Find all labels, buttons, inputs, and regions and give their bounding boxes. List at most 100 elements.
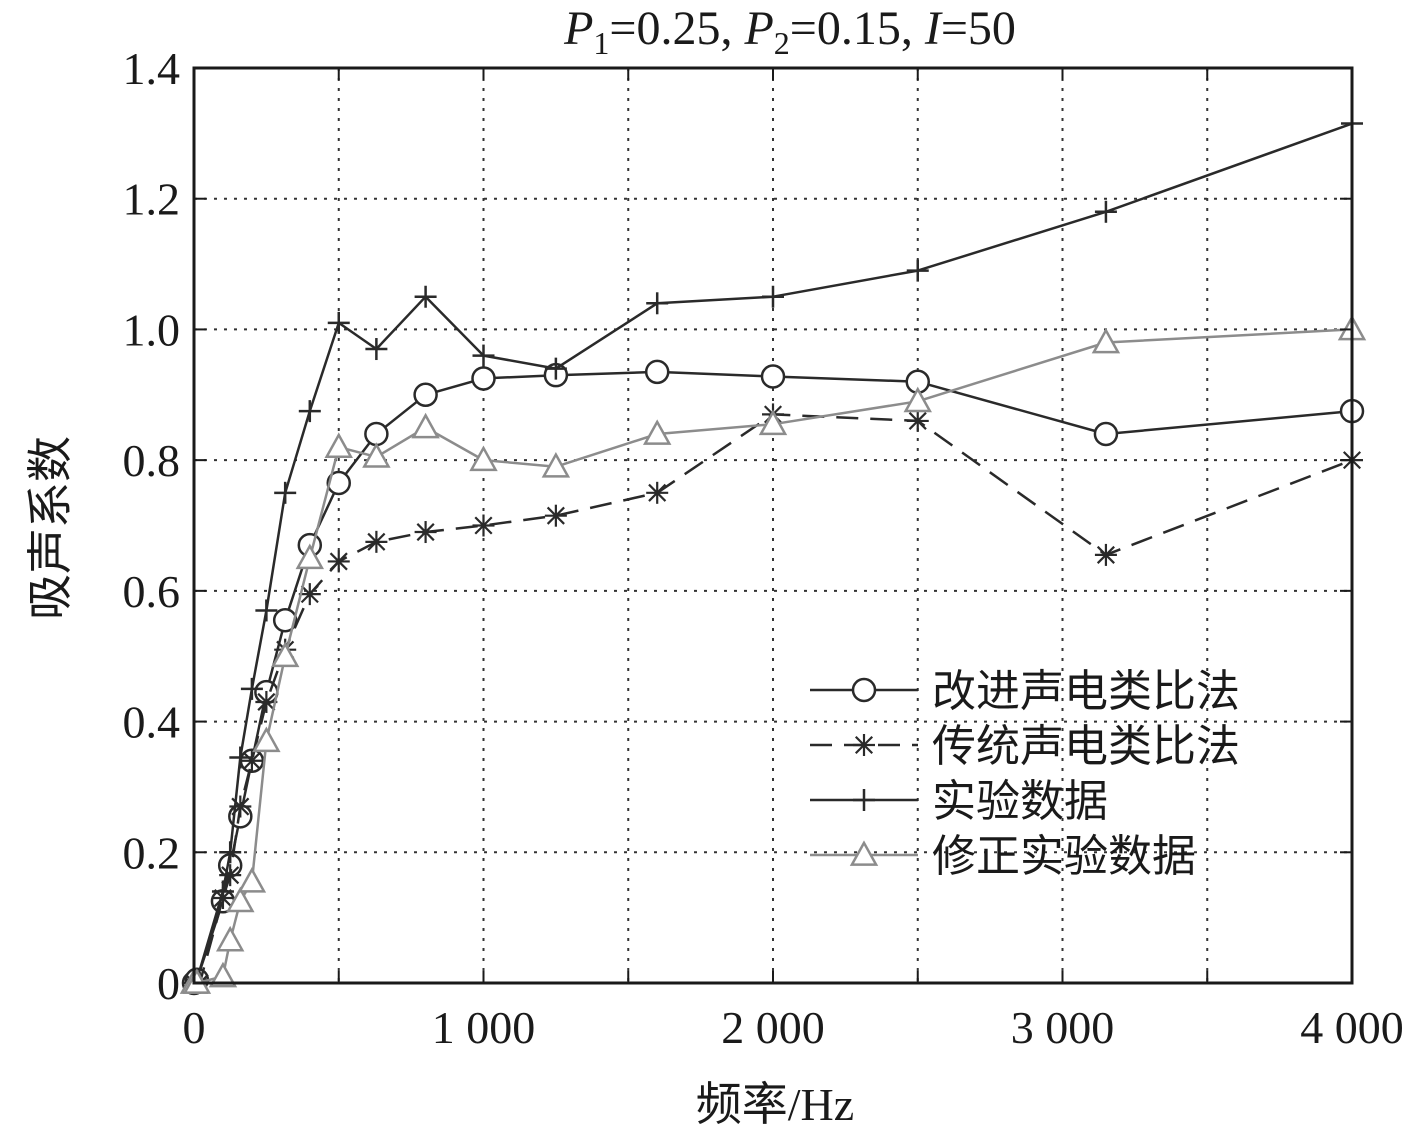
title-p2-value: =0.15,	[790, 2, 925, 55]
legend-label: 传统声电类比法	[932, 721, 1240, 772]
star-marker	[1094, 543, 1117, 566]
plus-marker	[327, 311, 350, 334]
triangle-marker	[362, 442, 391, 468]
x-tick-label: 2 000	[721, 1002, 825, 1053]
star-marker	[365, 530, 388, 553]
triangle-marker	[208, 961, 238, 988]
y-tick-label: 0	[157, 958, 180, 1009]
star-marker	[544, 504, 567, 527]
x-tick-label: 0	[183, 1002, 206, 1053]
star-marker-d2	[242, 751, 261, 770]
title-p2-symbol: P	[743, 2, 773, 55]
triangle-marker	[295, 543, 325, 570]
legend-entry-circle: 改进声电类比法	[810, 666, 1240, 717]
star-marker	[853, 734, 875, 756]
title-p1-symbol: P	[563, 2, 593, 55]
plus-marker	[274, 481, 297, 504]
circle-marker	[1093, 421, 1119, 447]
star-marker-d2	[474, 516, 493, 535]
plus-marker	[853, 789, 875, 811]
plus-marker	[646, 292, 669, 315]
y-tick-label: 0.6	[123, 566, 181, 617]
plus-marker	[219, 841, 242, 864]
star-marker-d2	[908, 411, 927, 430]
plus-marker	[211, 880, 234, 903]
triangle-marker	[270, 641, 300, 668]
star-marker	[229, 795, 252, 818]
y-tick-label: 1.4	[123, 43, 181, 94]
triangle-marker	[252, 726, 281, 753]
triangle-marker	[469, 445, 498, 472]
y-tick-label: 1.0	[123, 304, 181, 355]
circle-marker	[471, 366, 496, 391]
plus-marker	[414, 285, 437, 308]
star-marker	[255, 690, 278, 713]
title-p2-subscript: 2	[774, 25, 790, 61]
plus-marker	[240, 677, 263, 700]
plus-marker	[472, 344, 495, 367]
triangle-marker	[215, 925, 245, 952]
circle-marker	[644, 359, 670, 385]
triangle-marker	[324, 432, 353, 459]
plot-series	[179, 112, 1367, 996]
star-marker-d2	[1096, 545, 1115, 564]
plus-marker	[298, 400, 321, 423]
star-marker-d2	[300, 585, 319, 604]
series-triangle	[179, 314, 1367, 994]
grid	[194, 68, 1352, 983]
legend-entry-triangle: 修正实验数据	[810, 831, 1196, 882]
title-i-value: =50	[941, 2, 1016, 55]
plus-marker	[906, 259, 929, 282]
triangle-marker	[1091, 327, 1121, 354]
y-tick-label: 1.2	[123, 174, 181, 225]
plus-marker	[1094, 200, 1117, 223]
legend-label: 改进声电类比法	[932, 666, 1240, 717]
star-marker	[327, 550, 350, 573]
star-marker	[906, 409, 929, 432]
star-marker	[472, 514, 495, 537]
y-axis-label: 吸声系数	[25, 436, 76, 620]
circle-marker	[364, 421, 389, 447]
legend-label: 修正实验数据	[932, 831, 1196, 882]
circle-marker	[272, 608, 298, 633]
triangle-marker	[541, 452, 571, 478]
circle-marker	[413, 382, 438, 408]
star-marker	[240, 749, 263, 772]
plus-marker	[365, 338, 388, 361]
title-i-symbol: I	[924, 2, 943, 55]
star-marker-d2	[367, 532, 386, 551]
star-marker	[298, 583, 321, 606]
x-tick-label: 3 000	[1011, 1002, 1115, 1053]
legend-label: 实验数据	[932, 776, 1108, 827]
star-marker-d2	[329, 552, 348, 571]
title-p1-value: =0.25,	[609, 2, 744, 55]
chart-title: P1=0.25, P2=0.15, I=50	[563, 2, 1016, 61]
x-tick-label: 1 000	[432, 1002, 536, 1053]
triangle-marker	[411, 412, 440, 439]
x-axis-label: 频率/Hz	[696, 1079, 854, 1130]
title-p1-subscript: 1	[593, 25, 609, 61]
circle-marker	[760, 364, 786, 389]
star-marker	[646, 481, 669, 504]
y-tick-label: 0.4	[123, 697, 181, 748]
legend-entry-star: 传统声电类比法	[810, 721, 1240, 772]
circle-marker	[326, 470, 351, 496]
star-marker-d2	[546, 506, 565, 525]
plus-marker	[229, 746, 252, 769]
triangle-marker	[903, 386, 932, 413]
plus-marker	[762, 285, 784, 308]
plus-marker	[544, 357, 567, 380]
triangle-marker	[642, 419, 672, 445]
axes	[192, 66, 1354, 985]
plus-marker	[255, 599, 278, 622]
legend-entry-plus: 实验数据	[810, 776, 1108, 827]
star-marker	[414, 521, 437, 544]
triangle-marker	[849, 840, 879, 866]
tick-labels: 0 1 000 2 000 3 000 4 000 0 0.2 0.4 0.6 0.8 1.0 1.2…	[123, 43, 1404, 1053]
triangle-marker	[237, 867, 267, 893]
triangle-marker	[226, 886, 255, 913]
star-marker-d2	[648, 483, 667, 502]
y-tick-label: 0.8	[123, 435, 181, 486]
